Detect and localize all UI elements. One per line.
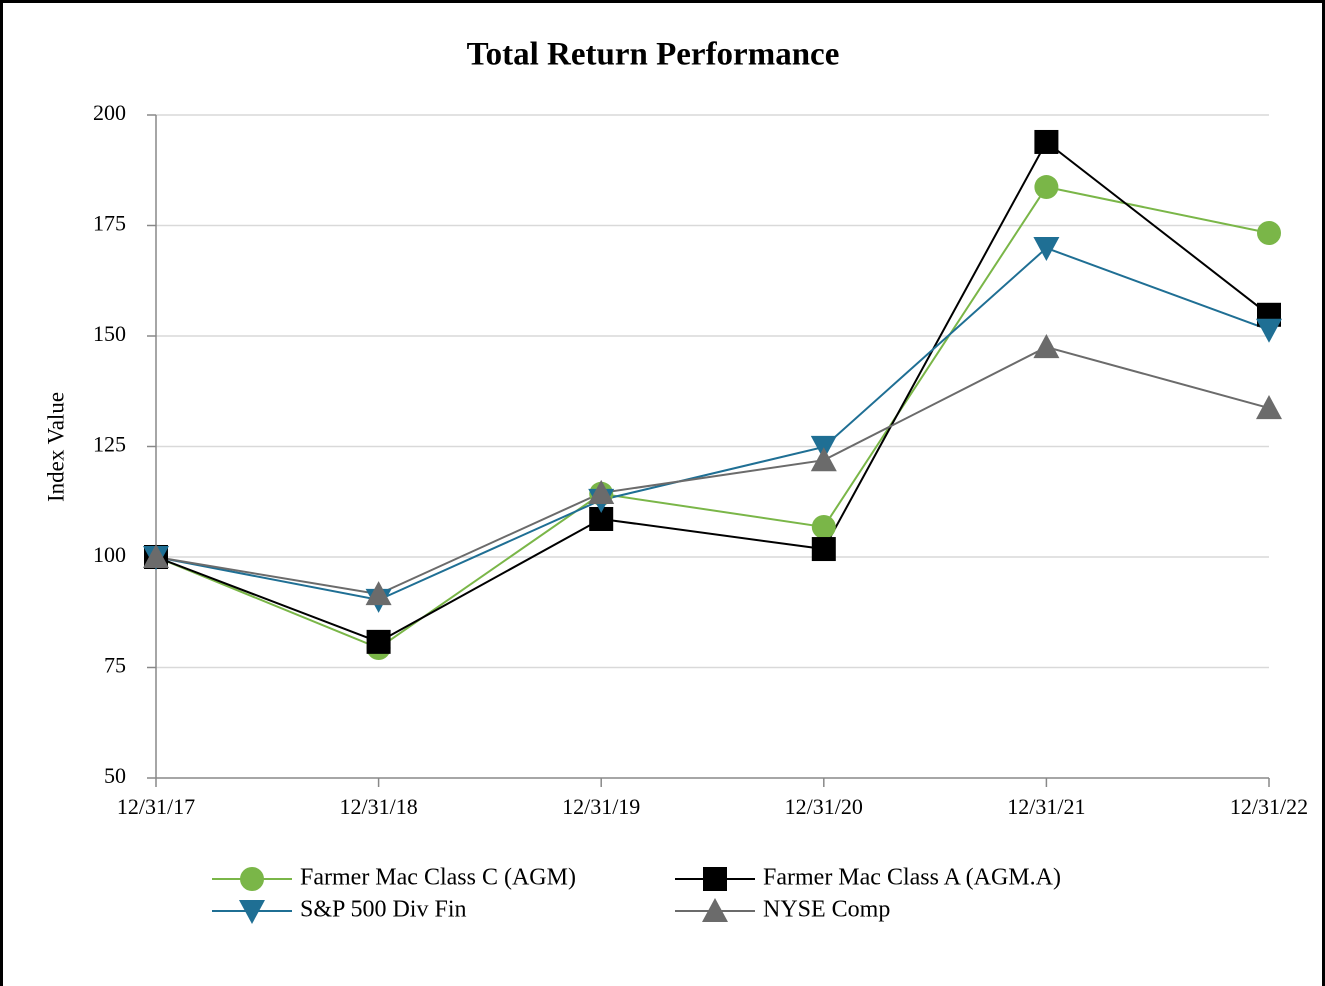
data-point: [1256, 318, 1282, 343]
legend-label: Farmer Mac Class C (AGM): [300, 865, 576, 891]
data-point: [1256, 395, 1282, 420]
y-tick-label: 100: [93, 542, 126, 567]
series-line: [155, 246, 1270, 601]
data-point: [1034, 129, 1059, 154]
y-tick-label: 75: [104, 653, 126, 678]
legend-marker: [703, 867, 727, 891]
series-line: [155, 140, 1270, 643]
data-point: [1033, 334, 1060, 359]
legend-label: Farmer Mac Class A (AGM.A): [763, 865, 1061, 891]
data-point: [365, 581, 392, 606]
data-point: [588, 479, 615, 504]
legend-label: S&P 500 Div Fin: [300, 897, 467, 923]
plot: [143, 129, 1282, 661]
chart-title: Total Return Performance: [467, 37, 840, 73]
data-point: [1257, 221, 1281, 246]
legend-marker: [240, 867, 264, 891]
legend-label: NYSE Comp: [763, 897, 890, 923]
data-point: [811, 514, 836, 539]
x-tick-label: 12/31/17: [117, 794, 195, 819]
y-tick-label: 150: [93, 321, 126, 346]
y-tick-label: 125: [93, 432, 126, 457]
data-point: [1034, 175, 1059, 200]
x-tick-label: 12/31/18: [339, 794, 417, 819]
legend-marker: [702, 898, 728, 923]
legend-marker: [239, 899, 265, 924]
data-point: [366, 629, 391, 654]
grid: [147, 114, 1270, 787]
data-point: [810, 447, 837, 472]
x-tick-label: 12/31/19: [562, 794, 640, 819]
x-tick-label: 12/31/22: [1230, 794, 1308, 819]
series-line: [155, 345, 1270, 596]
data-point: [811, 537, 836, 562]
data-point: [1033, 236, 1060, 262]
y-tick-label: 200: [93, 100, 126, 125]
y-tick-label: 175: [93, 211, 126, 236]
y-tick-label: 50: [104, 763, 126, 788]
y-axis-label: Index Value: [43, 392, 68, 502]
series-line: [155, 185, 1270, 650]
x-tick-label: 12/31/20: [785, 794, 863, 819]
data-point: [143, 544, 169, 569]
x-tick-label: 12/31/21: [1007, 794, 1085, 819]
